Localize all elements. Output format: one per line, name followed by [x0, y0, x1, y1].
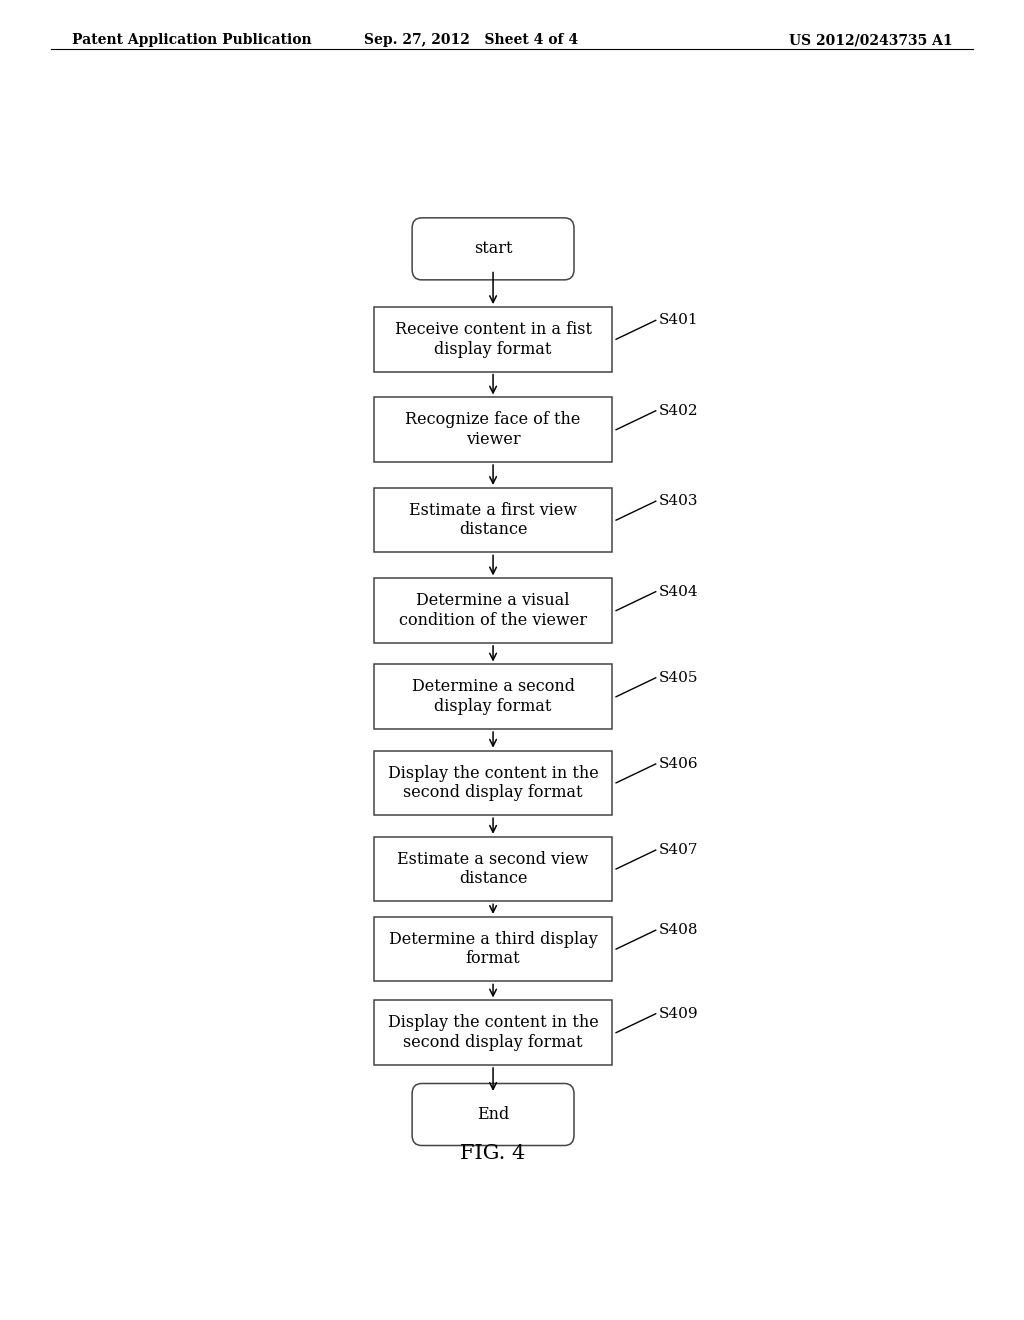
- Text: Estimate a first view
distance: Estimate a first view distance: [409, 502, 578, 539]
- Bar: [374, 837, 612, 902]
- Text: Display the content in the
second display format: Display the content in the second displa…: [388, 1014, 598, 1051]
- Text: S405: S405: [658, 671, 698, 685]
- Text: End: End: [477, 1106, 509, 1123]
- Text: start: start: [474, 240, 512, 257]
- Bar: [374, 751, 612, 816]
- Text: S409: S409: [658, 1007, 698, 1020]
- Bar: [374, 917, 612, 982]
- Bar: [374, 664, 612, 729]
- Text: S403: S403: [658, 494, 698, 508]
- Text: Sep. 27, 2012   Sheet 4 of 4: Sep. 27, 2012 Sheet 4 of 4: [364, 33, 579, 48]
- Text: FIG. 4: FIG. 4: [461, 1143, 525, 1163]
- Text: S401: S401: [658, 313, 698, 327]
- Text: S408: S408: [658, 923, 698, 937]
- Text: S407: S407: [658, 843, 698, 857]
- Bar: [374, 308, 612, 372]
- Bar: [374, 397, 612, 462]
- Text: Patent Application Publication: Patent Application Publication: [72, 33, 311, 48]
- Text: Determine a visual
condition of the viewer: Determine a visual condition of the view…: [399, 593, 587, 628]
- Text: Display the content in the
second display format: Display the content in the second displa…: [388, 764, 598, 801]
- Text: US 2012/0243735 A1: US 2012/0243735 A1: [788, 33, 952, 48]
- Text: S404: S404: [658, 585, 698, 599]
- Text: Determine a third display
format: Determine a third display format: [389, 931, 597, 968]
- Bar: [374, 1001, 612, 1065]
- Bar: [374, 578, 612, 643]
- Text: Estimate a second view
distance: Estimate a second view distance: [397, 850, 589, 887]
- Text: S402: S402: [658, 404, 698, 417]
- FancyBboxPatch shape: [412, 1084, 574, 1146]
- Text: Recognize face of the
viewer: Recognize face of the viewer: [406, 412, 581, 447]
- FancyBboxPatch shape: [412, 218, 574, 280]
- Bar: [374, 488, 612, 553]
- Text: Receive content in a fist
display format: Receive content in a fist display format: [394, 321, 592, 358]
- Text: S406: S406: [658, 756, 698, 771]
- Text: Determine a second
display format: Determine a second display format: [412, 678, 574, 715]
